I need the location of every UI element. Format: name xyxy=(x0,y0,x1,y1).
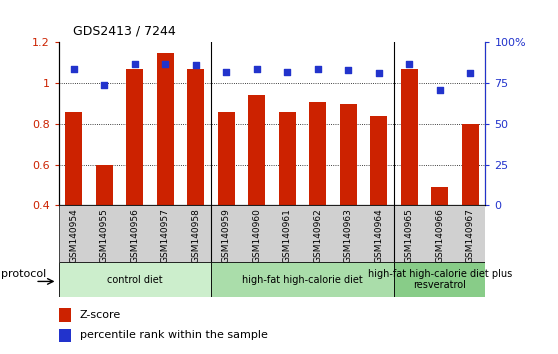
Bar xyxy=(59,262,211,297)
Point xyxy=(344,67,353,73)
Text: GSM140966: GSM140966 xyxy=(435,208,444,263)
Text: control diet: control diet xyxy=(107,275,162,285)
Bar xyxy=(401,69,417,205)
Bar xyxy=(462,124,479,205)
Text: GSM140959: GSM140959 xyxy=(222,208,231,263)
Bar xyxy=(371,116,387,205)
Text: Z-score: Z-score xyxy=(80,310,121,320)
Point xyxy=(161,61,170,67)
Text: GSM140967: GSM140967 xyxy=(466,208,475,263)
Point xyxy=(405,61,413,67)
Text: GDS2413 / 7244: GDS2413 / 7244 xyxy=(73,25,175,38)
Bar xyxy=(394,262,485,297)
Text: GSM140957: GSM140957 xyxy=(161,208,170,263)
Point xyxy=(69,66,78,72)
Text: GSM140962: GSM140962 xyxy=(313,208,323,263)
Point xyxy=(191,62,200,68)
Bar xyxy=(248,96,265,205)
Bar xyxy=(218,112,235,205)
Text: GSM140960: GSM140960 xyxy=(252,208,261,263)
Bar xyxy=(65,112,82,205)
Bar xyxy=(157,53,174,205)
Point xyxy=(131,61,140,67)
Point xyxy=(466,70,475,76)
Text: high-fat high-calorie diet plus
resveratrol: high-fat high-calorie diet plus resverat… xyxy=(368,269,512,291)
Text: GSM140964: GSM140964 xyxy=(374,208,383,263)
Point xyxy=(222,69,231,75)
Text: protocol: protocol xyxy=(1,269,46,279)
Point xyxy=(283,69,292,75)
Bar xyxy=(59,329,71,342)
Text: GSM140955: GSM140955 xyxy=(100,208,109,263)
Text: GSM140958: GSM140958 xyxy=(191,208,200,263)
Point xyxy=(435,87,444,92)
Bar xyxy=(309,102,326,205)
Point xyxy=(252,66,261,72)
Bar xyxy=(59,308,71,321)
Text: GSM140961: GSM140961 xyxy=(283,208,292,263)
Bar xyxy=(211,262,394,297)
Point xyxy=(100,82,109,88)
Bar xyxy=(96,165,113,205)
Text: high-fat high-calorie diet: high-fat high-calorie diet xyxy=(242,275,363,285)
Bar xyxy=(279,112,296,205)
Bar xyxy=(127,69,143,205)
Point xyxy=(313,66,322,72)
Bar xyxy=(431,187,448,205)
Text: GSM140956: GSM140956 xyxy=(131,208,140,263)
Text: percentile rank within the sample: percentile rank within the sample xyxy=(80,330,268,341)
Bar xyxy=(187,69,204,205)
Point xyxy=(374,70,383,76)
Text: GSM140954: GSM140954 xyxy=(69,208,78,263)
Text: GSM140965: GSM140965 xyxy=(405,208,413,263)
Text: GSM140963: GSM140963 xyxy=(344,208,353,263)
Bar xyxy=(340,104,357,205)
